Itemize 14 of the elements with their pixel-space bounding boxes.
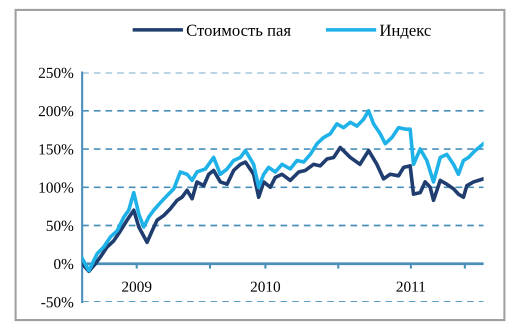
y-tick-label: 0% <box>54 258 74 270</box>
y-tick-label: 150% <box>40 144 74 155</box>
y-tick-label: 250% <box>38 68 74 78</box>
legend-label: Стоимость пая <box>186 24 291 36</box>
line-series <box>82 146 484 274</box>
legend-label: Индекс <box>380 24 431 39</box>
x-tick-label: 2010 <box>250 282 280 292</box>
y-tick-label: 200% <box>38 106 74 116</box>
x-tick-label: 2011 <box>396 282 425 292</box>
y-tick-label: 100% <box>40 182 74 193</box>
x-tick-label: 2009 <box>122 282 152 292</box>
line-series <box>82 109 484 272</box>
y-tick-label: 50% <box>46 220 74 231</box>
y-tick-label: -50% <box>41 297 74 308</box>
